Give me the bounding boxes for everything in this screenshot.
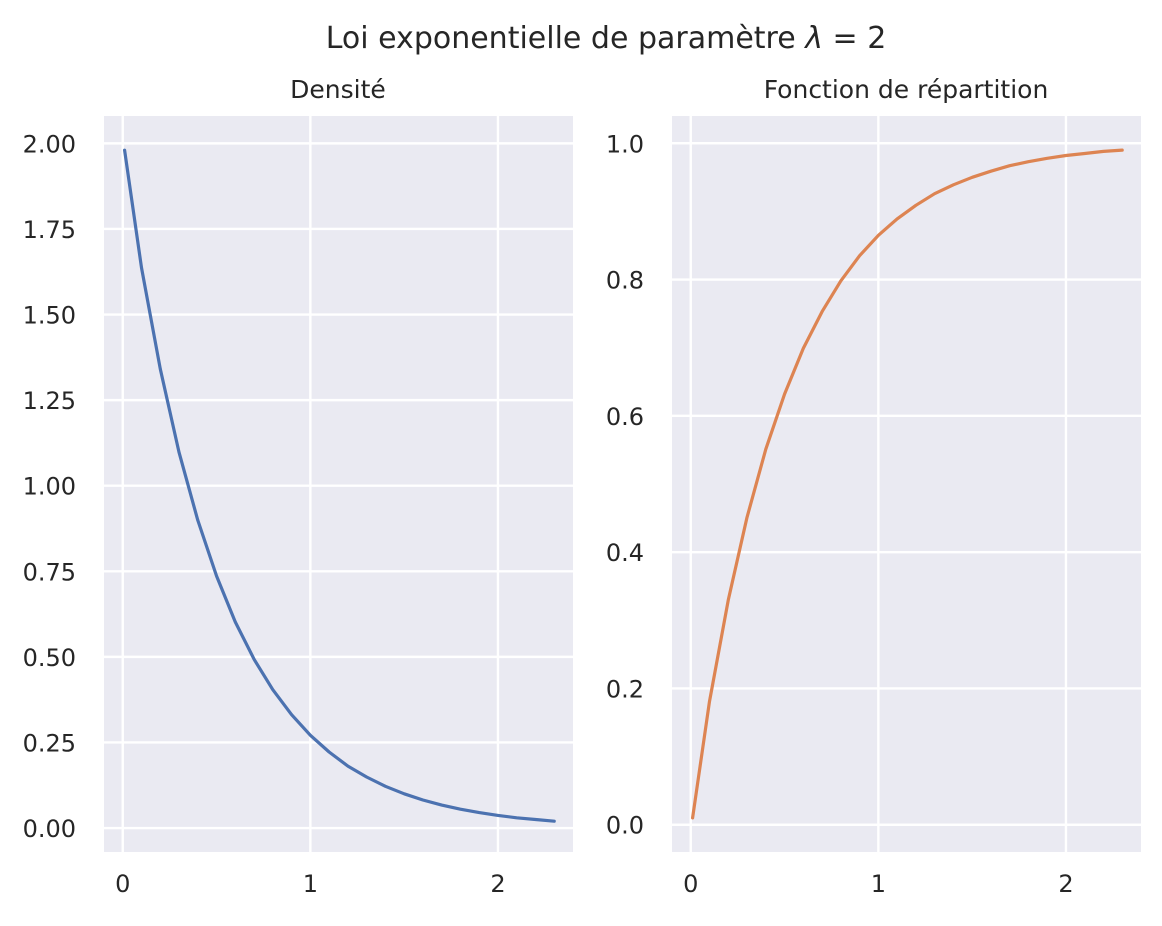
cdf-y-tick-label: 0.0 [606, 812, 644, 840]
density-y-tick-label: 1.50 [23, 302, 76, 330]
figure-title-prefix: Loi exponentielle de paramètre [326, 21, 806, 56]
cdf-series [690, 148, 1124, 820]
cdf-x-tick-labels: 0 1 2 [683, 870, 1073, 898]
density-y-tick-label: 1.75 [23, 216, 76, 244]
density-y-tick-label: 1.25 [23, 387, 76, 415]
density-y-tick-label: 1.00 [23, 473, 76, 501]
density-x-tick-label: 2 [490, 870, 505, 898]
cdf-x-gridlines [689, 116, 1068, 852]
cdf-series-line [690, 148, 1124, 820]
cdf-title: Fonction de répartition [764, 75, 1049, 104]
density-x-gridlines [121, 116, 500, 852]
density-y-tick-label: 0.25 [23, 729, 76, 757]
cdf-x-tick-label: 2 [1058, 870, 1073, 898]
density-y-tick-label: 0.75 [23, 558, 76, 586]
cdf-x-tick-label: 0 [683, 870, 698, 898]
cdf-y-gridlines [672, 142, 1141, 826]
density-series [122, 148, 556, 823]
density-title: Densité [290, 75, 386, 104]
cdf-y-tick-label: 0.2 [606, 675, 644, 703]
cdf-y-tick-labels: 0.0 0.2 0.4 0.6 0.8 1.0 [606, 130, 644, 839]
cdf-x-tick-label: 1 [871, 870, 886, 898]
density-series-line [122, 148, 556, 823]
figure-title: Loi exponentielle de paramètre λ = 2 [326, 21, 887, 56]
cdf-y-tick-label: 0.6 [606, 403, 644, 431]
cdf-y-tick-label: 0.4 [606, 539, 644, 567]
density-x-tick-labels: 0 1 2 [115, 870, 505, 898]
figure-title-suffix: = 2 [823, 21, 886, 56]
density-y-gridlines [104, 142, 573, 830]
density-plot-area [104, 116, 573, 852]
figure-title-lambda: λ [803, 21, 823, 56]
density-x-tick-label: 1 [303, 870, 318, 898]
density-panel: 0 1 2 0.00 0.25 0.50 0.75 1.00 1.25 1.50 1.75 2.00… [23, 75, 573, 898]
density-y-tick-labels: 0.00 0.25 0.50 0.75 1.00 1.25 1.50 1.75 2.00 [23, 130, 76, 843]
cdf-y-tick-label: 0.8 [606, 267, 644, 295]
cdf-plot-area [672, 116, 1141, 852]
cdf-panel: 0 1 2 0.0 0.2 0.4 0.6 0.8 1.0 Fonction de répar… [606, 75, 1141, 898]
density-y-tick-label: 0.00 [23, 815, 76, 843]
density-y-tick-label: 0.50 [23, 644, 76, 672]
density-y-tick-label: 2.00 [23, 130, 76, 158]
cdf-y-tick-label: 1.0 [606, 130, 644, 158]
density-x-tick-label: 0 [115, 870, 130, 898]
